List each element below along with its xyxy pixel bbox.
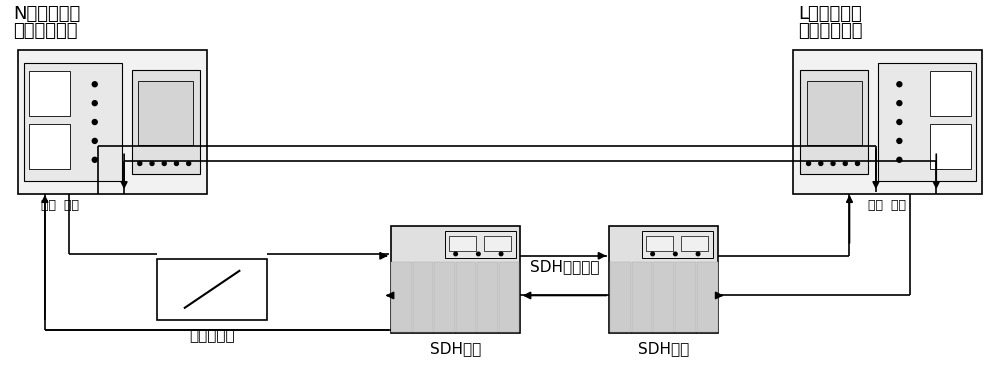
Bar xyxy=(793,50,982,194)
Bar xyxy=(484,237,511,251)
Bar xyxy=(456,262,476,332)
Bar xyxy=(132,70,200,174)
Bar xyxy=(697,262,718,332)
Circle shape xyxy=(897,138,902,144)
Bar xyxy=(29,124,70,169)
Circle shape xyxy=(138,161,142,165)
Text: SDH设备: SDH设备 xyxy=(638,341,689,356)
Circle shape xyxy=(855,161,859,165)
Bar xyxy=(391,262,412,332)
Text: 收发  发收: 收发 发收 xyxy=(41,199,79,212)
Circle shape xyxy=(150,161,154,165)
Circle shape xyxy=(897,119,902,124)
Circle shape xyxy=(897,157,902,162)
Bar xyxy=(138,81,193,145)
Bar xyxy=(632,262,652,332)
Bar xyxy=(434,262,455,332)
Bar xyxy=(930,71,971,116)
Text: N侧光纤差动: N侧光纤差动 xyxy=(13,5,81,23)
Circle shape xyxy=(819,161,823,165)
Text: L侧光纤差动: L侧光纤差动 xyxy=(798,5,862,23)
Text: 通道开断点: 通道开断点 xyxy=(189,328,235,343)
Circle shape xyxy=(897,101,902,106)
Text: SDH设备: SDH设备 xyxy=(430,341,481,356)
Bar xyxy=(807,81,862,145)
Circle shape xyxy=(92,157,97,162)
Bar xyxy=(413,262,433,332)
Circle shape xyxy=(897,82,902,87)
Circle shape xyxy=(92,82,97,87)
Bar xyxy=(800,70,868,174)
Bar xyxy=(24,63,122,181)
Bar xyxy=(391,226,520,333)
Bar xyxy=(675,262,696,332)
Circle shape xyxy=(162,161,166,165)
Bar xyxy=(18,50,207,194)
Bar xyxy=(609,226,718,333)
Bar xyxy=(653,262,674,332)
Bar xyxy=(681,237,708,251)
Bar xyxy=(477,262,498,332)
Circle shape xyxy=(454,252,457,256)
Circle shape xyxy=(499,252,503,256)
Circle shape xyxy=(807,161,811,165)
Bar xyxy=(930,124,971,169)
Circle shape xyxy=(92,119,97,124)
Bar xyxy=(610,262,631,332)
Circle shape xyxy=(187,161,191,165)
Text: 发收  收发: 发收 收发 xyxy=(868,199,906,212)
Bar xyxy=(646,237,673,251)
Bar xyxy=(878,63,976,181)
Text: SDH复用通道: SDH复用通道 xyxy=(530,259,599,274)
Bar xyxy=(157,259,267,320)
Circle shape xyxy=(843,161,847,165)
Text: 线路保护装置: 线路保护装置 xyxy=(13,22,78,40)
Bar xyxy=(29,71,70,116)
Circle shape xyxy=(477,252,480,256)
Bar xyxy=(642,231,713,258)
Circle shape xyxy=(651,252,654,256)
Circle shape xyxy=(92,101,97,106)
Text: 线路保护装置: 线路保护装置 xyxy=(798,22,862,40)
Circle shape xyxy=(696,252,700,256)
Circle shape xyxy=(831,161,835,165)
Bar xyxy=(445,231,516,258)
Circle shape xyxy=(92,138,97,144)
Circle shape xyxy=(174,161,178,165)
Bar xyxy=(449,237,476,251)
Circle shape xyxy=(674,252,677,256)
Bar xyxy=(499,262,519,332)
